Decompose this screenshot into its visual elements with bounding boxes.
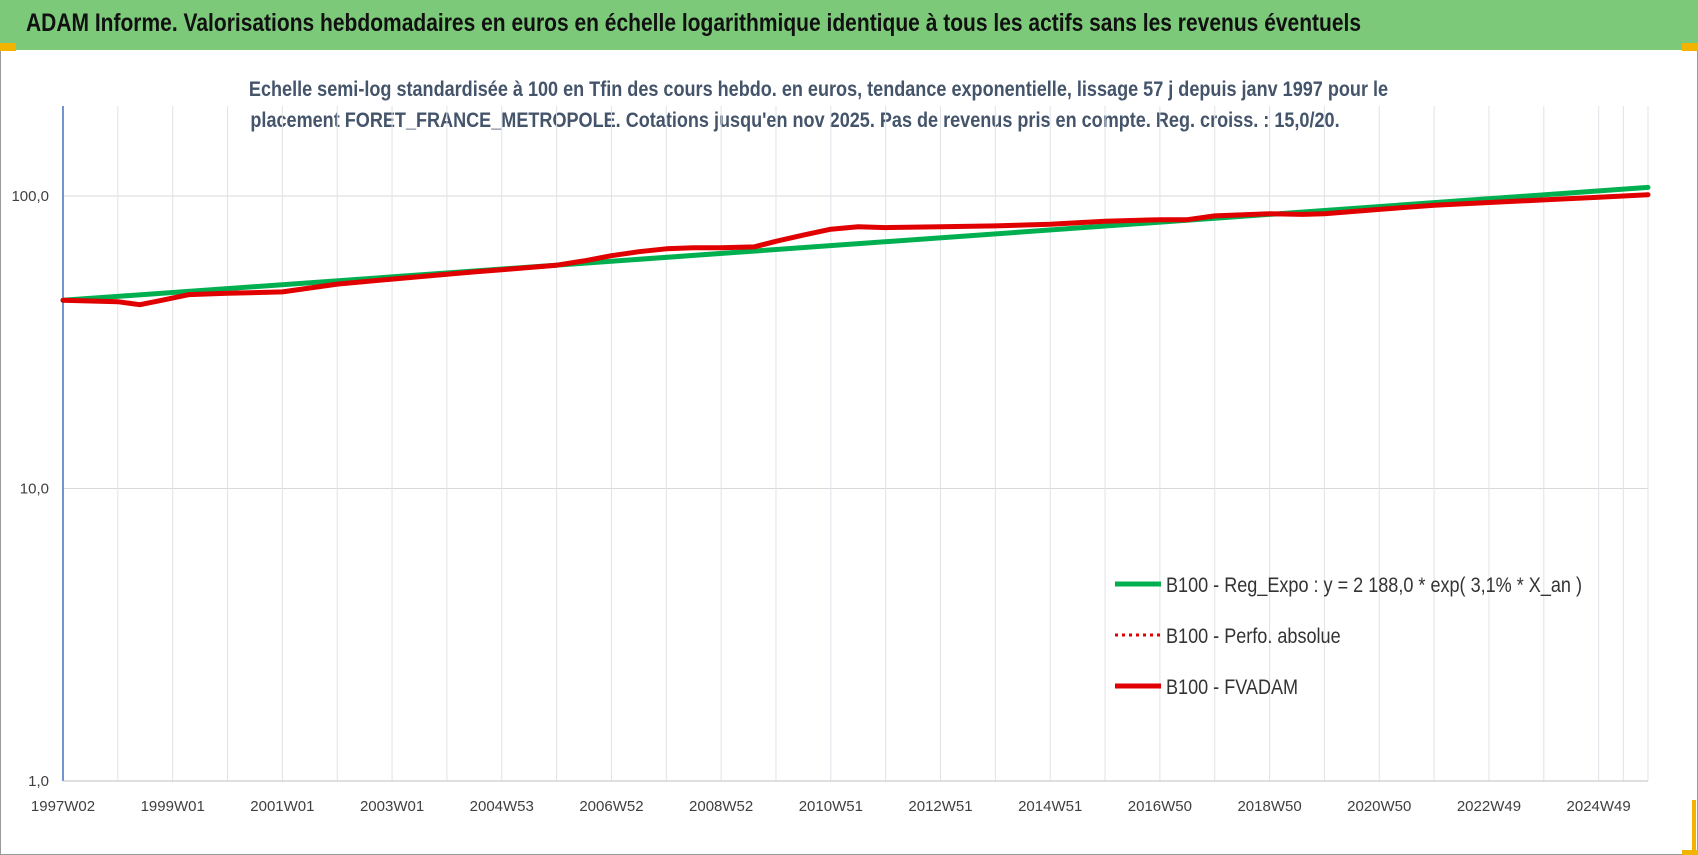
- x-tick-label: 2018W50: [1237, 798, 1301, 815]
- gridlines: [62, 106, 1649, 782]
- x-tick-label: 2020W50: [1347, 798, 1411, 815]
- axes: 1,0 10,0 100,0 1997W02 1999W01 2001W01 2003W01…: [11, 106, 1648, 815]
- legend-label: B100 - FVADAM: [1166, 676, 1298, 700]
- x-tick-label: 2010W51: [799, 798, 863, 815]
- page-title: ADAM Informe. Valorisations hebdomadaire…: [26, 9, 1362, 37]
- series-line-0: [60, 184, 1651, 303]
- x-tick-label: 1997W02: [31, 798, 95, 815]
- y-tick-label: 1,0: [28, 773, 49, 790]
- x-tick-label: 2022W49: [1457, 798, 1521, 815]
- corner-marker-top-right: [1682, 43, 1698, 51]
- x-tick-label: 2024W49: [1567, 798, 1631, 815]
- y-tick-label: 10,0: [20, 481, 49, 498]
- chart-title: Echelle semi-log standardisée à 100 en T…: [160, 74, 1430, 136]
- y-tick-label: 100,0: [11, 188, 49, 205]
- x-tick-label: 2003W01: [360, 798, 424, 815]
- x-tick-label: 2006W52: [579, 798, 643, 815]
- corner-marker-top-left: [0, 43, 16, 51]
- chart-title-line-2: placement FORET_FRANCE_METROPOLE. Cotati…: [250, 109, 1340, 132]
- legend-label: B100 - Reg_Expo : y = 2 188,0 * exp( 3,1…: [1166, 574, 1582, 598]
- x-tick-label: 2014W51: [1018, 798, 1082, 815]
- corner-marker-bottom-right: [1682, 850, 1698, 855]
- x-tick-label: 2001W01: [250, 798, 314, 815]
- corner-marker-right-edge: [1692, 800, 1696, 850]
- x-tick-label: 2008W52: [689, 798, 753, 815]
- title-bar: ADAM Informe. Valorisations hebdomadaire…: [0, 0, 1698, 50]
- chart-title-line-1: Echelle semi-log standardisée à 100 en T…: [248, 78, 1389, 101]
- x-tick-label: 2004W53: [470, 798, 534, 815]
- series-lines: [60, 184, 1651, 308]
- x-tick-label: 1999W01: [141, 798, 205, 815]
- series-line-2: [60, 192, 1651, 308]
- x-tick-label: 2016W50: [1128, 798, 1192, 815]
- legend: B100 - Reg_Expo : y = 2 188,0 * exp( 3,1…: [1115, 574, 1582, 700]
- legend-label: B100 - Perfo. absolue: [1166, 625, 1341, 649]
- x-tick-label: 2012W51: [908, 798, 972, 815]
